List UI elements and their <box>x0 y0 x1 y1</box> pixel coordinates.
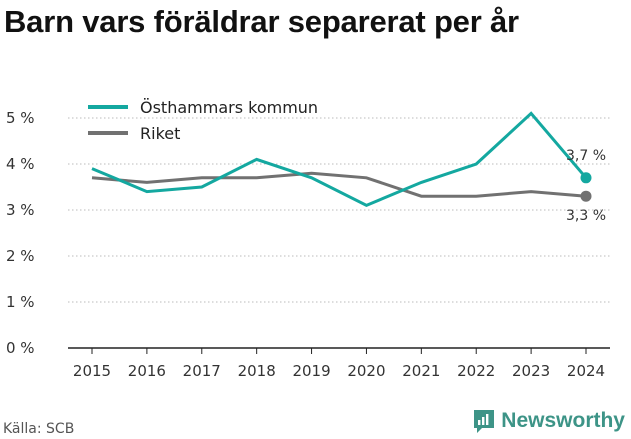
end-label-osthammar: 3,7 % <box>566 148 606 164</box>
series-line-1 <box>91 171 587 198</box>
brand-logo: Newsworthy <box>472 408 625 434</box>
x-tick-label: 2016 <box>128 362 166 380</box>
legend-label-1: Riket <box>140 124 180 143</box>
x-tick-label: 2021 <box>402 362 440 380</box>
series-line-0 <box>91 111 588 208</box>
x-tick-label: 2018 <box>238 362 276 380</box>
x-tick-label: 2022 <box>457 362 495 380</box>
y-tick-label: 5 % <box>6 109 35 127</box>
x-tick-label: 2020 <box>347 362 385 380</box>
chart-title: Barn vars föräldrar separerat per år <box>4 4 519 39</box>
x-tick-label: 2023 <box>512 362 550 380</box>
end-label-riket: 3,3 % <box>566 208 606 224</box>
series-end-point-0 <box>580 172 592 184</box>
x-tick-label: 2015 <box>73 362 111 380</box>
legend-label-0: Östhammars kommun <box>140 98 318 117</box>
y-tick-label: 3 % <box>6 201 35 219</box>
y-tick-label: 1 % <box>6 293 35 311</box>
line-chart: 0 % 1 % 2 % 3 % 4 % 5 % 2015 2016 2017 2018 2019 20… <box>6 98 610 380</box>
x-tick-label: 2024 <box>567 362 605 380</box>
x-tick-label: 2019 <box>292 362 330 380</box>
newsworthy-logo-icon <box>474 410 495 433</box>
y-tick-label: 4 % <box>6 155 35 173</box>
brand-name: Newsworthy <box>501 409 625 432</box>
y-tick-label: 0 % <box>6 339 35 357</box>
x-tick-label: 2017 <box>183 362 221 380</box>
y-tick-label: 2 % <box>6 247 35 265</box>
source-note: Källa: SCB <box>3 421 75 437</box>
series-end-point-1 <box>580 190 592 202</box>
